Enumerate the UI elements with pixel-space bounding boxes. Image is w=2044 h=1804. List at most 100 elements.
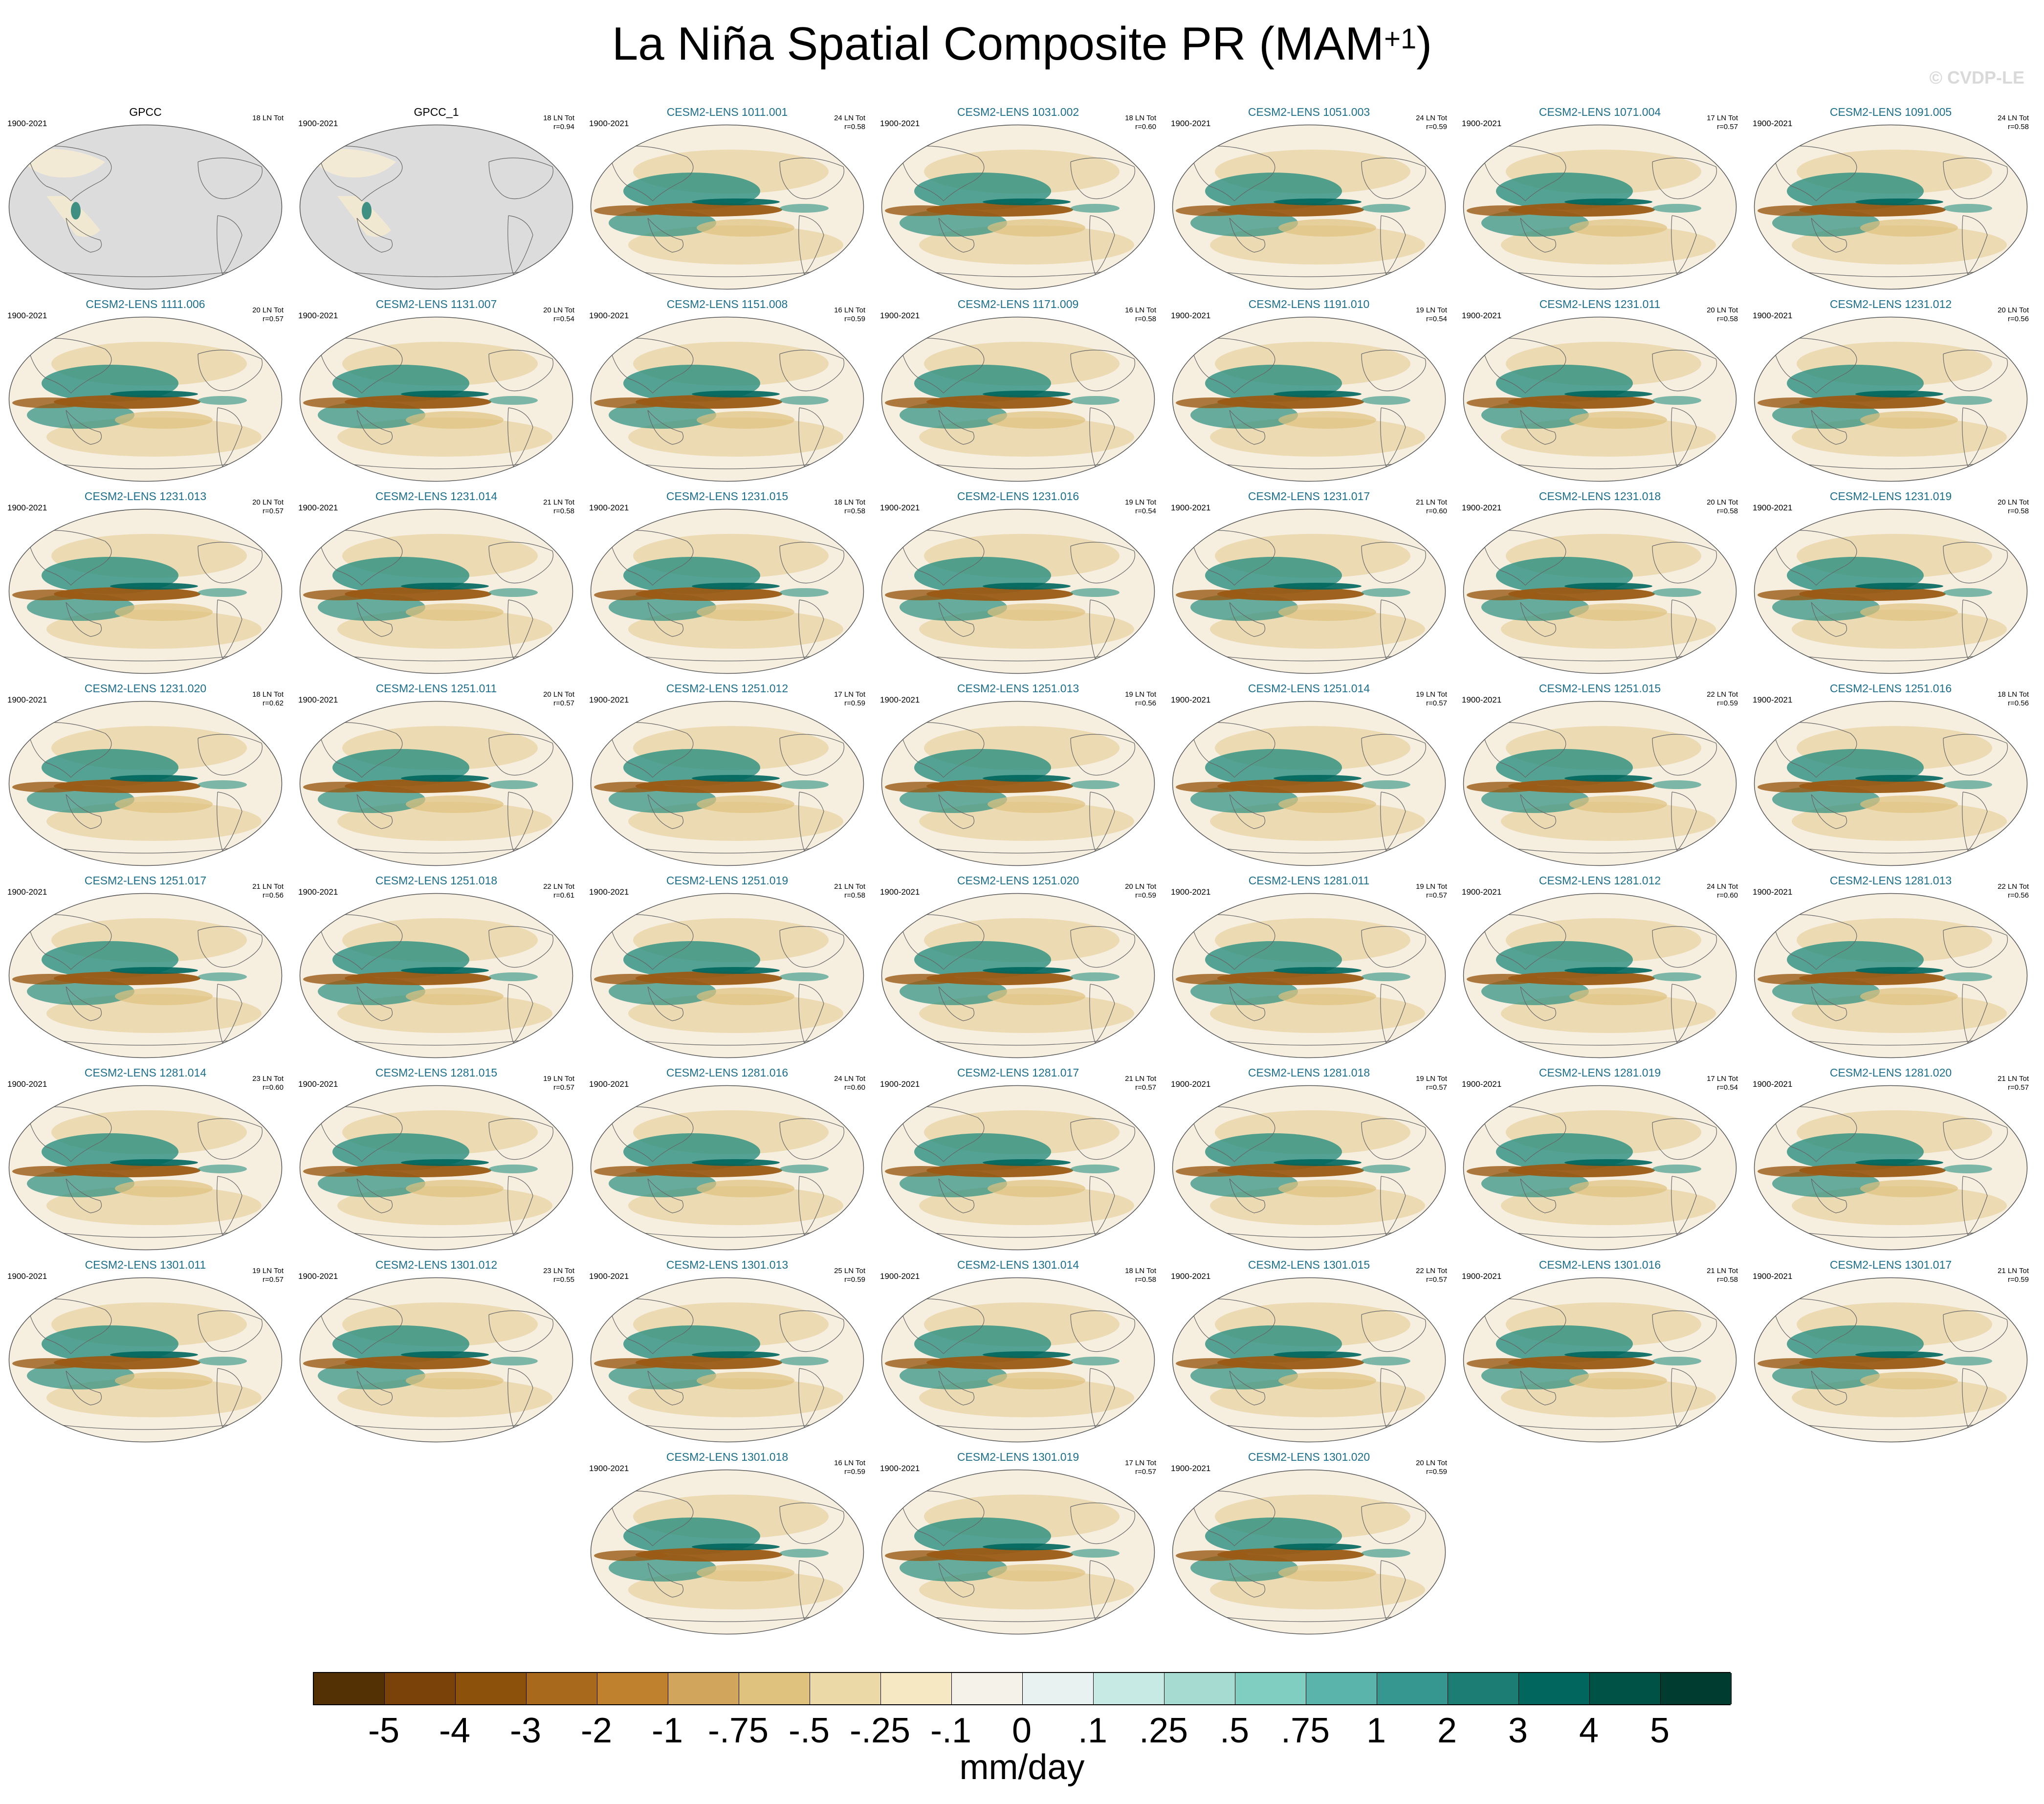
pattern-correlation: r=0.56 [2008, 891, 2029, 900]
dry-region [115, 1372, 213, 1389]
wet-band [110, 775, 198, 782]
coastline [647, 1562, 684, 1598]
map-border [1463, 508, 1737, 674]
panel-years: 1900-2021 [1462, 887, 1502, 897]
pattern-correlation: r=0.58 [1717, 315, 1738, 323]
coastline [938, 986, 975, 1021]
panel-years: 1900-2021 [589, 1079, 629, 1089]
coastline [356, 986, 393, 1021]
pattern-correlation: r=0.57 [1717, 123, 1738, 131]
colorbar-segment [668, 1673, 739, 1704]
event-count: 20 LN Tot [543, 690, 574, 699]
panel-years: 1900-2021 [1171, 1079, 1211, 1089]
map [1172, 1085, 1446, 1251]
coastline [1229, 1370, 1266, 1406]
wet-region [1652, 588, 1701, 597]
map [8, 1085, 283, 1251]
dry-band [1217, 779, 1364, 793]
wet-region [1362, 1549, 1410, 1558]
dry-band [1758, 1358, 1831, 1369]
wet-region [1071, 1165, 1120, 1173]
panel-title: CESM2-LENS 1071.004 [1538, 106, 1661, 118]
event-count: 19 LN Tot [1416, 1075, 1447, 1083]
coastline [899, 914, 985, 970]
map [8, 316, 283, 482]
wet-region [1362, 1165, 1410, 1173]
title-close: ) [1416, 18, 1432, 70]
coastline [217, 407, 242, 467]
panel-stats: 17 LN Tot r=0.59 [834, 690, 865, 708]
panel-stats: 16 LN Tot r=0.59 [834, 306, 865, 324]
coastline [36, 845, 252, 854]
map-panel: CESM2-LENS 1301.014 1900-2021 18 LN Tot r=0… [880, 1258, 1156, 1446]
pattern-correlation: r=0.58 [2008, 123, 2029, 131]
wet-band [983, 775, 1071, 782]
panel-stats: 24 LN Tot r=0.58 [834, 114, 865, 132]
event-count: 19 LN Tot [1125, 498, 1156, 506]
wet-band [1855, 583, 1943, 590]
panel-years: 1900-2021 [1171, 503, 1211, 512]
wet-region [1652, 780, 1701, 789]
wet-region [780, 780, 829, 789]
coastline [647, 218, 684, 253]
coastline [1811, 410, 1847, 445]
event-count: 19 LN Tot [543, 1075, 574, 1083]
wet-region [1362, 1357, 1410, 1365]
panel-title: CESM2-LENS 1281.013 [1829, 874, 1952, 887]
pattern-correlation: r=0.57 [263, 1276, 284, 1284]
wet-band [1855, 967, 1943, 974]
coastline [1200, 1037, 1416, 1046]
dry-band [1176, 1358, 1249, 1369]
coastline [317, 914, 403, 970]
event-count: 20 LN Tot [1998, 498, 2029, 506]
pattern-correlation: r=0.58 [2008, 507, 2029, 515]
coastline [1229, 986, 1266, 1021]
panel-title: CESM2-LENS 1251.019 [666, 874, 789, 887]
event-count: 19 LN Tot [1416, 306, 1447, 314]
pattern-correlation: r=0.54 [1135, 507, 1156, 515]
dry-band [885, 974, 958, 985]
map-panel: CESM2-LENS 1151.008 1900-2021 16 LN Tot r=0… [589, 297, 865, 485]
map-border [299, 701, 573, 866]
map [590, 1085, 864, 1251]
dry-band [594, 397, 667, 408]
wet-region [198, 780, 247, 789]
panel-title: CESM2-LENS 1281.018 [1248, 1066, 1370, 1079]
dry-band [303, 1166, 376, 1177]
title-text: La Niña Spatial Composite PR (MAM [612, 18, 1385, 70]
coastline [1380, 1176, 1406, 1236]
coastline [1491, 845, 1707, 854]
pattern-correlation: r=0.57 [1135, 1083, 1156, 1092]
event-count: 18 LN Tot [1125, 1267, 1156, 1275]
coastline [608, 1298, 694, 1354]
event-count: 18 LN Tot [252, 114, 284, 122]
dry-region [988, 1372, 1085, 1389]
dry-band [1758, 205, 1831, 216]
wet-region [198, 588, 247, 597]
pattern-correlation: r=0.58 [553, 507, 574, 515]
pattern-correlation: r=0.58 [1717, 507, 1738, 515]
dry-band [926, 779, 1073, 793]
dry-band [1758, 397, 1831, 408]
map-panel: CESM2-LENS 1251.020 1900-2021 20 LN Tot r=0… [880, 874, 1156, 1062]
panel-stats: 20 LN Tot r=0.56 [1998, 306, 2029, 324]
coastline [1491, 269, 1707, 277]
map-border [8, 1277, 283, 1443]
coastline [1943, 734, 2008, 776]
coastline [1491, 1230, 1707, 1238]
coastline [198, 542, 263, 584]
coastline [1070, 157, 1135, 199]
coastline [217, 599, 242, 660]
coastline [488, 350, 553, 392]
dry-region [697, 219, 794, 237]
panel-years: 1900-2021 [1462, 119, 1502, 128]
dry-region [1860, 988, 1958, 1005]
dry-band [885, 1166, 958, 1177]
panel-years: 1900-2021 [1753, 119, 1793, 128]
pattern-correlation: r=0.61 [553, 891, 574, 900]
colorbar-tick-label: .75 [1280, 1711, 1330, 1750]
map-border [1754, 508, 2028, 674]
dry-region [1860, 795, 1958, 813]
coastline [899, 722, 985, 778]
wet-region [1362, 588, 1410, 597]
